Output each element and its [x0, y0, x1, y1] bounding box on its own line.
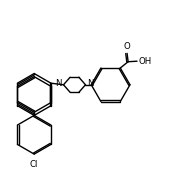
Text: Cl: Cl [30, 160, 38, 169]
Text: N: N [87, 79, 94, 88]
Text: N: N [55, 79, 62, 88]
Text: O: O [124, 42, 130, 51]
Text: OH: OH [138, 57, 151, 66]
